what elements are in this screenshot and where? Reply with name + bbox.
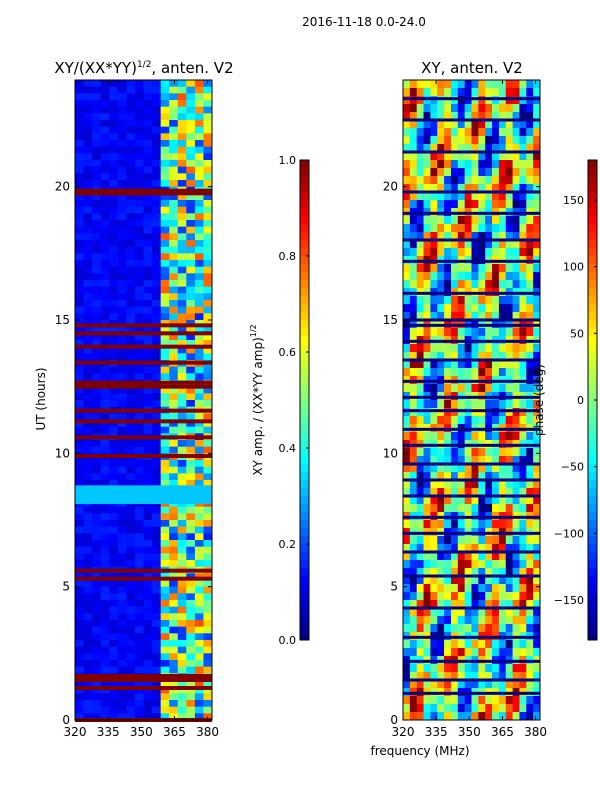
phase-gap-row (403, 427, 540, 431)
saturated-row (75, 435, 212, 440)
y-tick-label: 10 (55, 446, 70, 460)
colorbar-tick-label: −50 (561, 461, 584, 474)
amplitude-heatmap (75, 80, 213, 722)
x-tick-label: 350 (458, 725, 481, 739)
amplitude-colorbar-label: XY amp. / (XX*YY amp)1/2 (249, 324, 265, 475)
phase-gap-row (403, 409, 540, 413)
saturated-row (75, 344, 212, 349)
y-tick-label: 5 (62, 580, 70, 594)
saturated-row (75, 454, 212, 458)
amplitude-colorbar-ticks: 0.0 0.2 0.4 0.6 0.8 1.0 (279, 154, 310, 647)
y-tick-label: 0 (390, 713, 398, 727)
phase-gap-row (403, 339, 540, 343)
colorbar-tick-label: 100 (563, 261, 584, 274)
phase-gap-row (403, 318, 540, 322)
phase-gap-row (403, 259, 540, 263)
saturated-row (75, 408, 212, 413)
amplitude-title: XY/(XX*YY)1/2, anten. V2 (54, 59, 233, 77)
phase-title: XY, anten. V2 (421, 59, 523, 77)
saturated-row (75, 188, 212, 193)
phase-gap-row (403, 211, 540, 215)
phase-gap-row (403, 379, 540, 383)
x-tick-label: 365 (163, 725, 186, 739)
x-tick-label: 335 (425, 725, 448, 739)
saturated-row (75, 360, 212, 365)
x-tick-label: 350 (130, 725, 153, 739)
saturated-row (75, 380, 212, 385)
y-tick-label: 15 (55, 313, 70, 327)
y-tick-label: 20 (55, 180, 70, 194)
phase-gap-row (403, 462, 540, 466)
x-tick-label: 335 (97, 725, 120, 739)
colorbar-tick-label: 150 (563, 194, 584, 207)
amplitude-panel: XY/(XX*YY)1/2, anten. V2 320 335 350 365 380… (34, 59, 234, 739)
y-tick-label: 5 (390, 580, 398, 594)
saturated-row (75, 331, 212, 336)
saturated-row (75, 686, 212, 690)
colorbar-tick-label: 50 (570, 327, 584, 340)
phase-colorbar: −150 −100 −50 0 50 100 150 phase (deg) (532, 159, 598, 641)
x-tick-label: 380 (524, 725, 547, 739)
phase-colorbar-gradient (588, 160, 597, 641)
phase-gap-row (403, 238, 540, 242)
saturated-row (75, 384, 212, 389)
phase-colorbar-label: phase (deg) (532, 364, 546, 436)
y-tick-label: 15 (383, 313, 398, 327)
phase-gap-row (403, 118, 540, 122)
colorbar-tick-label: 0.8 (279, 250, 297, 263)
colorbar-tick-label: 1.0 (279, 154, 297, 167)
phase-gap-row (403, 691, 540, 695)
amplitude-colorbar-gradient (300, 160, 309, 641)
phase-gap-row (403, 291, 540, 295)
x-tick-label: 320 (64, 725, 87, 739)
phase-gap-row (403, 150, 540, 154)
colorbar-tick-label: 0.2 (279, 538, 297, 551)
phase-gap-row (403, 606, 540, 610)
phase-colorbar-ticks: −150 −100 −50 0 50 100 150 (554, 159, 598, 641)
phase-gap-row (403, 323, 540, 327)
phase-axes: 320 335 350 365 380 0 5 10 15 20 (383, 79, 547, 739)
phase-gap-row (403, 515, 540, 519)
amplitude-axes: 320 335 350 365 380 0 5 10 15 20 (55, 79, 219, 739)
phase-panel: XY, anten. V2 320 335 350 365 380 0 5 10 15 20 (383, 59, 547, 739)
x-tick-label: 320 (392, 725, 415, 739)
y-tick-label: 10 (383, 446, 398, 460)
saturated-row (75, 568, 212, 573)
phase-gap-row (403, 635, 540, 639)
phase-gap-row (403, 550, 540, 554)
x-tick-label: 365 (491, 725, 514, 739)
phase-gap-row (403, 531, 540, 535)
saturated-row (75, 419, 212, 424)
colorbar-tick-label: 0.6 (279, 346, 297, 359)
saturated-row (75, 678, 212, 682)
phase-gap-row (403, 358, 540, 362)
phase-gap-row (403, 494, 540, 498)
phase-gap-row (403, 443, 540, 447)
phase-gap-row (403, 190, 540, 194)
y-tick-label: 20 (383, 180, 398, 194)
phase-gap-row (403, 395, 540, 399)
figure-suptitle: 2016-11-18 0.0-24.0 (302, 15, 426, 29)
saturated-row (75, 323, 212, 328)
phase-gap-row (403, 574, 540, 578)
x-tick-label: 380 (196, 725, 219, 739)
saturated-row (75, 576, 212, 581)
colorbar-tick-label: 0 (577, 394, 584, 407)
amplitude-colorbar: 0.0 0.2 0.4 0.6 0.8 1.0 XY amp. / (XX*YY amp)… (249, 154, 310, 647)
figure-xlabel: frequency (MHz) (370, 744, 469, 758)
colorbar-tick-label: 0.0 (279, 634, 297, 647)
saturated-row (75, 191, 212, 196)
colorbar-tick-label: 0.4 (279, 442, 297, 455)
amplitude-ylabel: UT (hours) (34, 367, 48, 430)
y-tick-label: 0 (62, 713, 70, 727)
phase-heatmap (403, 80, 541, 721)
phase-gap-row (403, 678, 540, 682)
saturated-row (75, 674, 212, 678)
phase-gap-row (403, 478, 540, 482)
phase-gap-row (403, 97, 540, 101)
phase-gap-row (403, 659, 540, 663)
colorbar-tick-label: −100 (554, 527, 584, 540)
colorbar-tick-label: −150 (554, 594, 584, 607)
